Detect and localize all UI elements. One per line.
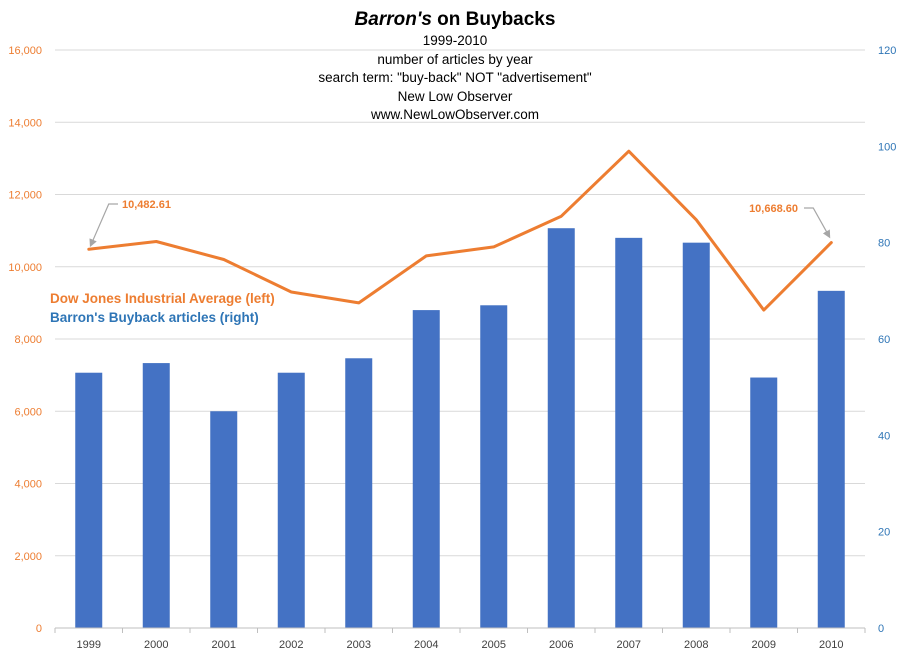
x-axis-tick-label: 2009: [752, 639, 776, 651]
subtitle-line: search term: "buy-back" NOT "advertiseme…: [318, 70, 592, 85]
bar: [547, 228, 575, 628]
x-axis-tick-label: 2002: [279, 639, 303, 651]
subtitle-line: www.NewLowObserver.com: [370, 107, 540, 122]
bar: [75, 372, 103, 628]
x-axis-tick-label: 2010: [819, 639, 843, 651]
x-axis-tick-label: 2004: [414, 639, 438, 651]
bar-series: [75, 228, 845, 628]
bar: [480, 305, 508, 628]
x-axis-tick-label: 2005: [482, 639, 506, 651]
bar: [615, 237, 643, 628]
left-y-axis: 0 2,000 4,000 6,000 8,000 10,000 12,000 14,000 1…: [8, 45, 42, 635]
right-axis-tick-label: 120: [878, 45, 896, 57]
annotation-label: 10,668.60: [749, 203, 798, 215]
right-axis-tick-label: 80: [878, 238, 890, 250]
left-axis-tick-label: 4,000: [14, 479, 42, 491]
annotations: 10,482.61 10,668.60: [89, 199, 831, 248]
title-italic: Barron's: [354, 9, 432, 30]
legend-barrons: Barron's Buyback articles (right): [50, 310, 259, 325]
right-axis-tick-label: 60: [878, 334, 890, 346]
bar: [682, 242, 710, 628]
bar: [277, 372, 305, 628]
title-rest: on Buybacks: [431, 9, 556, 30]
annotation-label: 10,482.61: [122, 199, 171, 211]
bar: [142, 363, 170, 628]
chart-title-block: Barron's on Buybacks 1999-2010 number of…: [255, 8, 655, 125]
x-axis-tick-label: 2006: [549, 639, 573, 651]
right-axis-tick-label: 100: [878, 141, 896, 153]
left-axis-tick-label: 16,000: [8, 45, 42, 57]
left-axis-tick-label: 0: [36, 623, 42, 635]
left-axis-tick-label: 14,000: [8, 117, 42, 129]
bar: [345, 358, 373, 628]
subtitle-line: 1999-2010: [422, 33, 488, 48]
subtitle-line: New Low Observer: [397, 88, 513, 104]
x-axis-tick-label: 2001: [212, 639, 236, 651]
left-axis-tick-label: 2,000: [14, 551, 42, 563]
bar: [210, 411, 238, 628]
x-axis-tick-label: 2003: [347, 639, 371, 651]
bar: [750, 377, 778, 628]
right-axis-tick-label: 0: [878, 623, 884, 635]
left-axis-tick-label: 8,000: [14, 334, 42, 346]
dow-line: [87, 149, 833, 312]
x-axis-tick-label: 1999: [77, 639, 101, 651]
right-axis-tick-label: 20: [878, 527, 890, 539]
bar: [412, 310, 440, 628]
gridlines: [55, 49, 865, 629]
right-y-axis: 0 20 40 60 80 100 120: [878, 45, 896, 635]
annotation-arrow: [804, 207, 831, 239]
x-axis-tick-label: 2008: [684, 639, 708, 651]
left-axis-tick-label: 12,000: [8, 190, 42, 202]
chart-title: Barron's on Buybacks: [255, 8, 655, 32]
right-axis-tick-label: 40: [878, 430, 890, 442]
left-axis-tick-label: 6,000: [14, 406, 42, 418]
left-axis-tick-label: 10,000: [8, 262, 42, 274]
legend-dow: Dow Jones Industrial Average (left): [50, 291, 275, 306]
x-axis-tick-label: 2007: [617, 639, 641, 651]
subtitle-line: number of articles by year: [377, 51, 533, 67]
annotation-arrow: [89, 203, 118, 248]
line-series: [87, 149, 833, 312]
x-axis-tick-label: 2000: [144, 639, 168, 651]
x-axis: 1999 2000 2001 2002 2003 2004 2005 2006 2007 2008…: [54, 627, 866, 651]
bar: [817, 290, 845, 628]
